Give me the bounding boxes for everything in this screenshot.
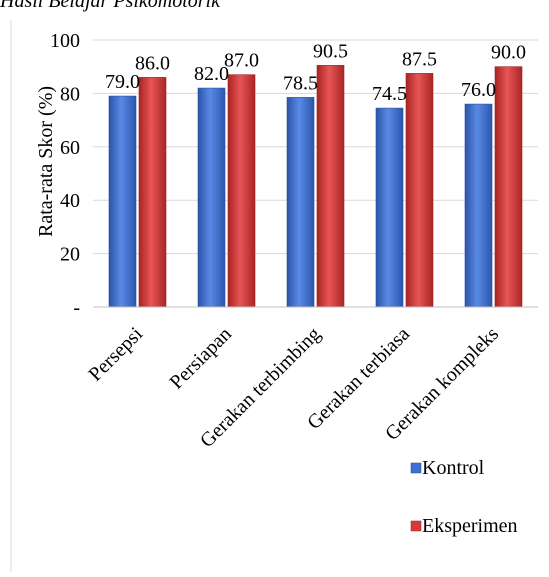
bar-kontrol (286, 97, 315, 308)
legend-label-kontrol: Kontrol (422, 457, 485, 479)
y-tick-label: 60 (60, 137, 80, 159)
legend-swatch-kontrol (410, 462, 422, 474)
y-tick-label: - (73, 297, 80, 319)
y-tick-label: 80 (60, 83, 80, 105)
bar-kontrol (197, 87, 226, 308)
x-tick-label: Persepsi (84, 323, 147, 386)
bar-kontrol (375, 107, 404, 308)
data-label: 74.5 (372, 83, 407, 105)
data-label: 82.0 (194, 63, 229, 85)
y-tick-label: 40 (60, 190, 80, 212)
legend-label-eksperimen: Eksperimen (422, 515, 518, 537)
data-label: 79.0 (105, 71, 140, 93)
y-tick-label: 100 (50, 30, 80, 52)
data-label: 87.5 (402, 48, 437, 70)
bar-eksperimen (316, 65, 345, 308)
bar-eksperimen (138, 77, 167, 308)
bar-eksperimen (227, 74, 256, 308)
bar-kontrol (108, 95, 137, 308)
data-label: 86.0 (135, 52, 170, 74)
data-label: 87.0 (224, 50, 259, 72)
chart-caption: Hasil Belajar Psikomotorik (0, 0, 220, 12)
data-label: 78.5 (283, 72, 318, 94)
bar-eksperimen (494, 66, 523, 308)
data-label: 90.0 (491, 42, 526, 64)
data-label: 90.5 (313, 40, 348, 62)
bars (108, 65, 523, 308)
legend: Kontrol Eksperimen (410, 457, 518, 537)
y-axis-title: Rata-rata Skor (%) (35, 86, 57, 237)
bar-eksperimen (405, 73, 434, 308)
x-tick-label: Persiapan (165, 323, 236, 394)
legend-swatch-eksperimen (410, 520, 422, 532)
y-tick-label: 20 (60, 244, 80, 266)
data-label: 76.0 (461, 79, 496, 101)
data-labels: 79.086.0 82.087.0 78.5 90.5 74.5 87.5 76.0 90.0 (105, 40, 526, 105)
bar-kontrol (464, 103, 493, 308)
